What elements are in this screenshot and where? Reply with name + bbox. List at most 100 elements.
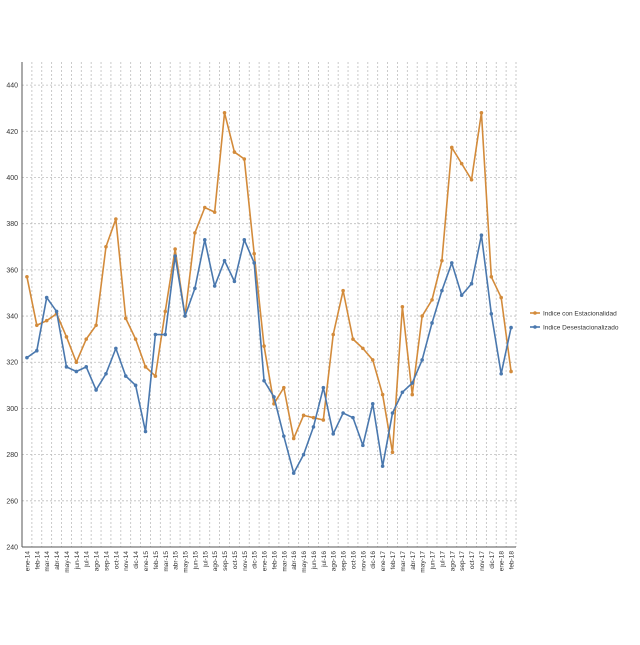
data-point <box>499 295 503 300</box>
data-point <box>54 309 59 314</box>
x-tick-label: oct-14 <box>113 551 120 569</box>
data-point <box>74 360 79 365</box>
x-tick-label: abr-16 <box>291 551 298 570</box>
data-point <box>361 346 365 351</box>
data-point <box>469 177 474 182</box>
data-point <box>242 238 247 242</box>
data-point <box>301 413 306 418</box>
data-point <box>74 369 79 374</box>
y-tick-label: 340 <box>6 314 18 321</box>
data-point <box>202 205 207 210</box>
data-point <box>222 111 227 115</box>
x-tick-label: nov-16 <box>360 551 367 571</box>
data-point <box>459 161 464 166</box>
data-point <box>430 321 434 325</box>
data-point <box>193 231 197 235</box>
data-point <box>459 293 464 298</box>
data-point <box>380 464 385 468</box>
data-point <box>420 358 424 362</box>
data-point <box>133 337 138 341</box>
x-tick-label: jun-16 <box>311 551 318 570</box>
x-tick-label: feb-14 <box>34 551 41 570</box>
data-point <box>272 395 276 399</box>
x-tick-label: jul-15 <box>202 551 209 568</box>
x-tick-label: feb-17 <box>390 551 397 570</box>
data-point <box>301 452 306 457</box>
data-point <box>341 411 345 415</box>
data-point <box>193 286 197 291</box>
x-tick-label: jul-17 <box>439 551 446 568</box>
data-point <box>163 309 168 314</box>
grid <box>21 62 517 548</box>
x-tick-label: jul-16 <box>321 551 328 568</box>
x-tick-label: jul-14 <box>84 551 91 568</box>
data-point <box>410 392 415 397</box>
data-point <box>35 348 39 353</box>
data-point <box>291 471 296 475</box>
data-point <box>390 411 395 415</box>
data-point <box>94 388 98 392</box>
x-tick-label: may-16 <box>301 551 308 573</box>
data-point <box>25 274 29 279</box>
x-tick-label: jun-14 <box>74 551 81 570</box>
y-tick-label: 380 <box>6 221 18 228</box>
data-point <box>410 381 415 385</box>
data-point <box>35 323 39 328</box>
data-point <box>321 418 326 422</box>
data-point <box>153 332 158 337</box>
y-tick-label: 360 <box>6 267 18 274</box>
x-tick-label: sep-17 <box>459 551 466 571</box>
x-tick-label: abr-17 <box>410 551 417 570</box>
y-tick-label: 240 <box>6 545 18 552</box>
legend-swatch-marker <box>533 325 537 329</box>
data-point <box>489 274 494 279</box>
x-tick-label: ene-17 <box>380 551 387 572</box>
data-point <box>440 258 444 263</box>
data-point <box>25 355 29 360</box>
x-tick-label: jun-15 <box>192 551 199 570</box>
x-tick-label: dic-16 <box>370 551 377 569</box>
y-tick-labels: 240 260 280 300 320 340 360 380 400 420 440 <box>6 83 18 552</box>
legend-label: Indice con Estacionalidad <box>543 311 617 318</box>
x-tick-label: nov-15 <box>242 551 249 571</box>
x-tick-label: dic-14 <box>133 551 140 569</box>
data-point <box>212 210 217 214</box>
data-point <box>370 402 375 406</box>
y-tick-label: 300 <box>6 406 18 413</box>
x-tick-label: ene-18 <box>499 551 506 572</box>
data-point <box>44 295 49 300</box>
x-tick-labels: ene-14 feb-14 mar-14 abr-14 may-14 jun-14 jul-… <box>24 551 515 573</box>
series-line <box>26 234 512 474</box>
legend-swatch-marker <box>533 311 537 315</box>
data-point <box>331 332 336 337</box>
x-tick-label: mar-14 <box>44 551 51 572</box>
x-tick-label: mar-17 <box>400 551 407 572</box>
x-tick-label: ene-15 <box>143 551 150 572</box>
data-point <box>400 305 405 309</box>
x-tick-label: oct-17 <box>469 551 476 569</box>
data-point <box>282 385 286 390</box>
x-tick-label: feb-16 <box>271 551 278 570</box>
series-layer <box>25 111 513 475</box>
data-point <box>449 261 454 265</box>
x-tick-label: may-15 <box>183 551 190 573</box>
x-tick-label: abr-15 <box>173 551 180 570</box>
data-point <box>212 284 217 288</box>
y-tick-label: 420 <box>6 129 18 136</box>
data-point <box>430 298 434 302</box>
x-tick-label: may-14 <box>64 551 71 573</box>
x-tick-label: oct-16 <box>350 551 357 569</box>
x-tick-label: ago-17 <box>449 551 456 572</box>
data-point <box>232 279 237 284</box>
data-point <box>341 288 345 293</box>
axes <box>21 62 516 548</box>
data-point <box>143 365 148 369</box>
x-tick-label: dic-15 <box>252 551 259 569</box>
y-tick-label: 440 <box>6 83 18 90</box>
x-tick-label: may-17 <box>420 551 427 573</box>
x-tick-label: ene-14 <box>24 551 31 572</box>
x-tick-label: mar-16 <box>281 551 288 572</box>
